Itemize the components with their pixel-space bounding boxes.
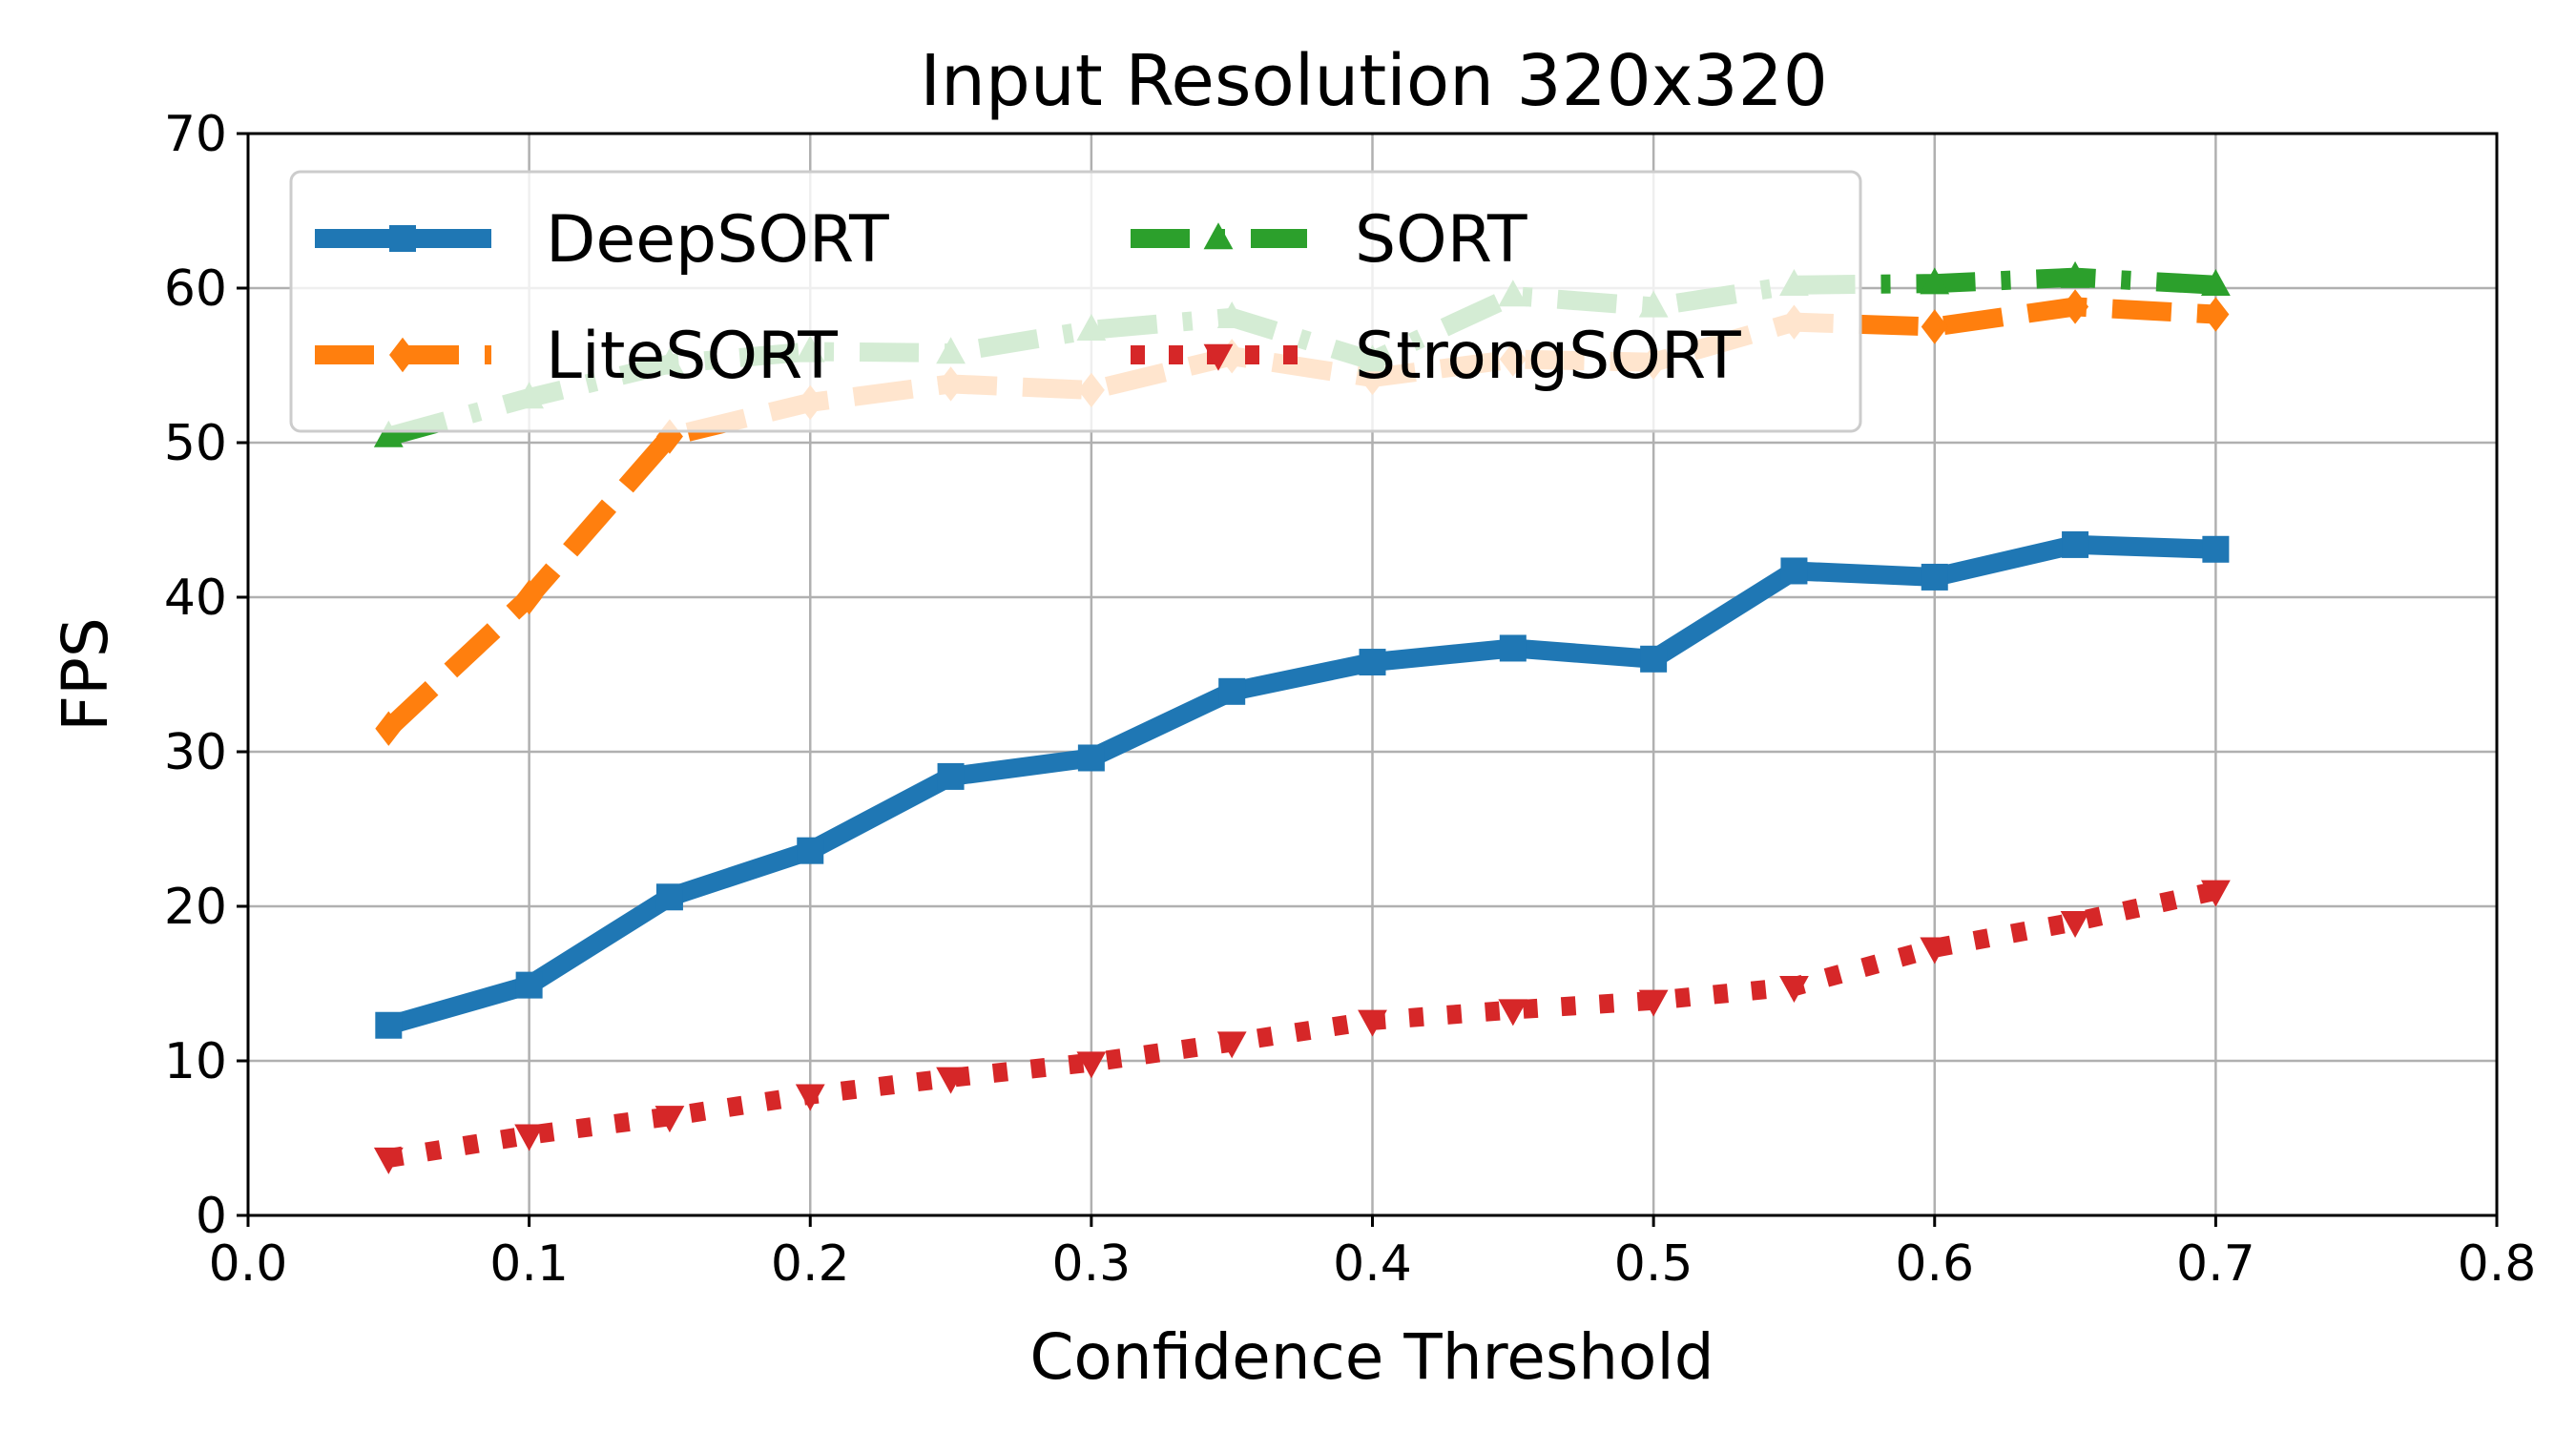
sort-point — [373, 420, 404, 447]
x-axis-label: Confidence Threshold — [1029, 1320, 1714, 1394]
strongsort-point — [373, 1147, 404, 1174]
deepsort-point — [1499, 634, 1527, 662]
legend-label: LiteSORT — [546, 319, 838, 394]
deepsort-point — [1780, 557, 1808, 585]
x-tick-label: 0.0 — [209, 1235, 288, 1293]
legend-marker — [389, 225, 416, 252]
x-tick-label: 0.3 — [1052, 1235, 1132, 1293]
litesort-point — [515, 579, 543, 615]
deepsort-point — [2202, 535, 2230, 563]
y-axis-label: FPS — [49, 617, 122, 732]
strongsort-point — [1498, 999, 1528, 1027]
x-tick-label: 0.7 — [2176, 1235, 2255, 1293]
chart-title: Input Resolution 320x320 — [920, 40, 1828, 122]
strongsort-point — [1638, 989, 1669, 1017]
strongsort-point — [2060, 911, 2090, 938]
x-tick-label: 0.4 — [1333, 1235, 1412, 1293]
y-tick-label: 50 — [164, 415, 227, 472]
x-tick-label: 0.5 — [1614, 1235, 1693, 1293]
legend-item-strongsort: StrongSORT — [1131, 319, 1741, 394]
strongsort-point — [1076, 1051, 1107, 1079]
strongsort-point — [795, 1084, 825, 1111]
litesort-point — [375, 711, 403, 746]
series-deepsort — [375, 530, 2230, 1039]
deepsort-point — [2062, 530, 2089, 558]
deepsort-point — [937, 762, 965, 790]
x-tick-label: 0.2 — [771, 1235, 850, 1293]
legend-marker — [389, 337, 416, 373]
deepsort-point — [1359, 649, 1386, 676]
legend-label: DeepSORT — [546, 202, 889, 278]
deepsort-line — [385, 534, 2216, 1035]
strongsort-point — [654, 1106, 685, 1133]
sort-point — [2060, 260, 2090, 288]
litesort-point — [2062, 289, 2089, 324]
litesort-point — [2202, 297, 2230, 332]
legend-item-deepsort: DeepSORT — [315, 202, 889, 278]
y-tick-label: 70 — [164, 106, 227, 163]
strongsort-point — [2200, 880, 2231, 907]
deepsort-point — [1218, 677, 1246, 705]
legend-marker — [1203, 222, 1234, 250]
legend-item-litesort: LiteSORT — [315, 319, 838, 394]
y-tick-label: 10 — [164, 1033, 227, 1090]
strongsort-point — [1216, 1031, 1247, 1059]
sort-point — [1920, 267, 1950, 295]
x-tick-label: 0.6 — [1895, 1235, 1974, 1293]
legend-label: SORT — [1355, 202, 1527, 278]
deepsort-point — [1077, 744, 1105, 772]
deepsort-point — [375, 1011, 403, 1039]
legend-label: StrongSORT — [1355, 319, 1741, 394]
deepsort-point — [515, 971, 543, 999]
y-tick-label: 30 — [164, 724, 227, 781]
y-tick-label: 60 — [164, 260, 227, 318]
litesort-point — [1921, 309, 1948, 344]
x-tick-label: 0.8 — [2458, 1235, 2537, 1293]
axis-ticks: 0.0 0.1 0.2 0.3 0.4 0.5 0.6 0.7 0.8 0 10 20 30 40 50 60… — [164, 106, 2537, 1293]
y-tick-label: 20 — [164, 879, 227, 936]
y-tick-label: 40 — [164, 570, 227, 627]
strongsort-line — [386, 881, 2218, 1168]
strongsort-point — [514, 1124, 545, 1151]
deepsort-point — [1640, 645, 1668, 673]
deepsort-point — [797, 837, 824, 864]
legend: DeepSORT LiteSORT SORT StrongSORT — [289, 170, 1862, 433]
legend-item-sort: SORT — [1131, 202, 1527, 278]
deepsort-point — [655, 883, 683, 911]
strongsort-point — [936, 1067, 966, 1094]
strongsort-point — [1920, 937, 1950, 964]
series-strongsort — [373, 880, 2231, 1174]
y-tick-label: 0 — [196, 1188, 227, 1245]
sort-point — [2200, 268, 2231, 296]
strongsort-point — [1779, 976, 1809, 1004]
x-tick-label: 0.1 — [489, 1235, 569, 1293]
strongsort-point — [1358, 1009, 1387, 1037]
deepsort-point — [1921, 563, 1948, 591]
legend-box — [289, 170, 1862, 433]
legend-marker — [1203, 343, 1234, 371]
